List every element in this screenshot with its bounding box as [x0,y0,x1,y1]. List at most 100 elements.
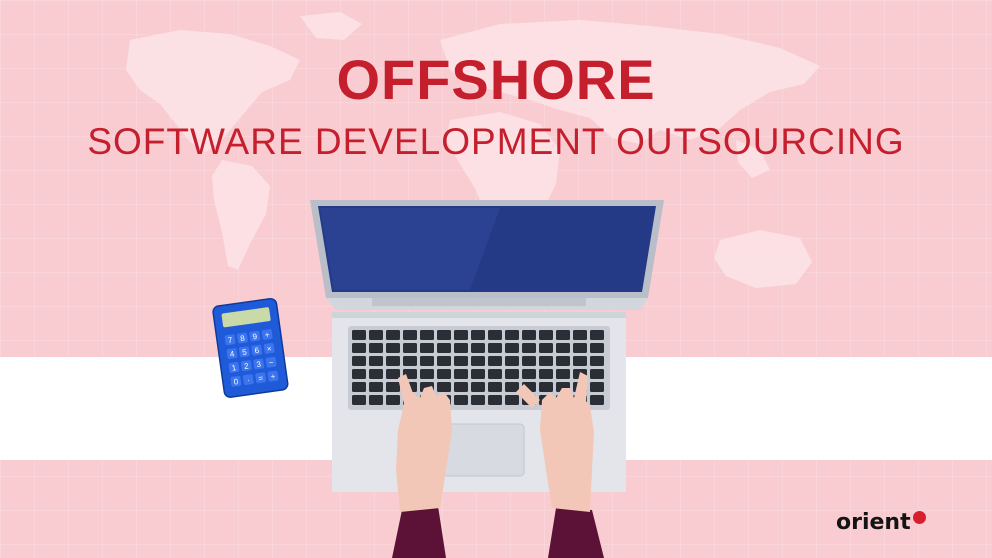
keyboard-key [590,356,604,366]
keyboard-key [539,330,553,340]
keyboard-key [522,369,536,379]
keyboard-key [437,369,451,379]
brand-name: orient [836,509,911,535]
keyboard-key [454,395,468,405]
calculator-key [224,334,236,346]
calculator-key-label: 0 [233,377,239,387]
calculator-key-label: 5 [242,347,248,357]
keyboard-key [471,356,485,366]
keyboard-key [590,395,604,405]
calculator-key [249,330,261,342]
calculator-key [240,360,252,372]
keyboard-key [471,395,485,405]
keyboard-key [369,395,383,405]
keyboard-key [403,356,417,366]
keyboard-key [488,395,502,405]
keyboard-key [590,369,604,379]
keyboard-key [420,343,434,353]
keyboard-key [539,356,553,366]
calculator-key-label: = [258,374,264,384]
calculator-key [263,342,275,354]
keyboard-key [369,382,383,392]
keyboard-key [539,382,553,392]
headline-line-1: OFFSHORE [336,48,656,111]
keyboard-key [403,330,417,340]
calculator-key [267,370,279,382]
keyboard-key [522,356,536,366]
calculator-key [242,374,254,385]
keyboard-key [437,356,451,366]
keyboard-key [454,382,468,392]
calculator-key [239,346,250,358]
keyboard-key [386,382,400,392]
keyboard-key [488,382,502,392]
keyboard-key [420,330,434,340]
keyboard-key [437,343,451,353]
keyboard-key [386,356,400,366]
calculator-key-label: 1 [231,363,237,373]
keyboard-key [369,356,383,366]
world-map [126,12,820,288]
keyboard-key [386,330,400,340]
keyboard-key [556,369,570,379]
keyboard-key [573,330,587,340]
keyboard-key [505,343,519,353]
calculator-key-label: 3 [256,360,262,370]
keyboard-key [488,343,502,353]
keyboard-key [505,369,519,379]
keyboard-key [522,343,536,353]
calculator-key-label: · [246,375,250,384]
calculator-key [253,358,265,370]
keyboard-key [590,343,604,353]
keyboard-key [352,382,366,392]
keyboard-key [488,356,502,366]
keyboard-key [352,356,366,366]
keyboard-key [488,369,502,379]
keyboard-key [505,356,519,366]
calculator-key [265,356,277,368]
keyboard-key [352,369,366,379]
keyboard-key [471,330,485,340]
keyboard-key [386,369,400,379]
keyboard-key [539,369,553,379]
keyboard-key [505,395,519,405]
calculator-key-label: 8 [240,334,246,344]
calculator-key [251,344,263,356]
keyboard-key [590,330,604,340]
headline-line-2: SOFTWARE DEVELOPMENT OUTSOURCING [87,121,905,162]
keyboard-key [556,330,570,340]
keyboard-key [369,343,383,353]
keyboard-key [454,369,468,379]
keyboard-key [505,330,519,340]
keyboard-key [471,382,485,392]
keyboard-key [454,356,468,366]
keyboard-key [454,330,468,340]
keyboard-key [369,369,383,379]
keyboard-key [556,356,570,366]
calculator-key [237,332,248,344]
keyboard-key [590,382,604,392]
brand-dot-icon [912,510,926,524]
keyboard-key [386,343,400,353]
keyboard-key [556,343,570,353]
keyboard-key [386,395,400,405]
calculator-key-label: + [264,330,270,340]
keyboard-key [539,343,553,353]
calculator-key [228,362,240,373]
calculator-key [261,329,273,340]
keyboard-key [352,343,366,353]
calculator-key-label: 4 [229,349,235,359]
keyboard-key [437,330,451,340]
keyboard-key [352,395,366,405]
calculator-key [226,348,238,359]
keyboard-key [522,330,536,340]
keyboard-key [420,356,434,366]
keyboard-key [471,343,485,353]
keyboard-key [573,343,587,353]
calculator-key-label: 7 [227,335,233,345]
calculator-key [230,375,242,387]
keyboard-key [437,382,451,392]
